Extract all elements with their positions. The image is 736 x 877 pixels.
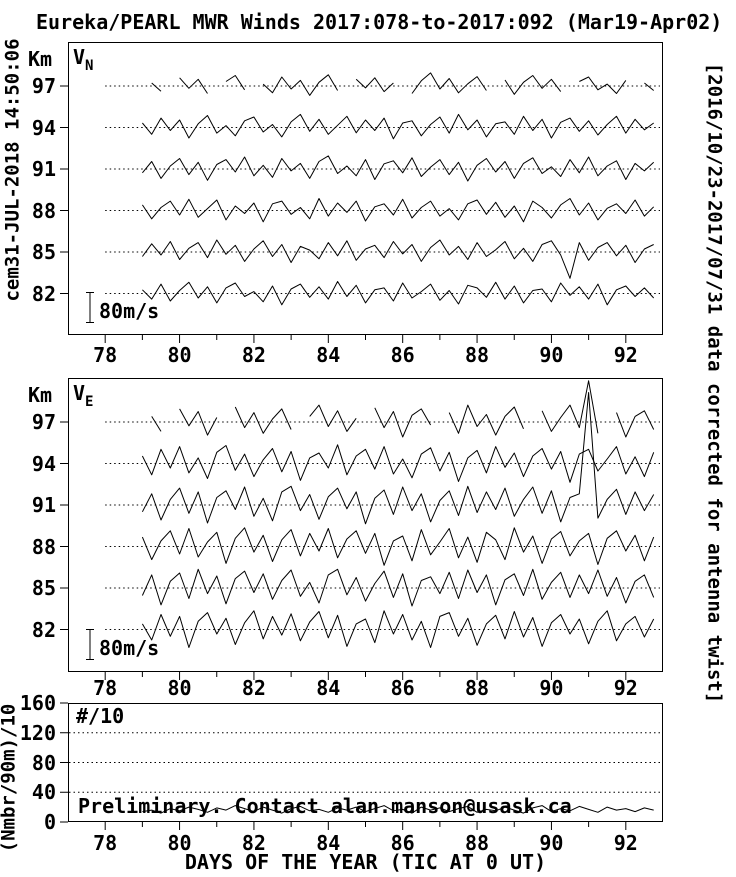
x-tick-label: 92 (613, 343, 638, 367)
ve-82km-line (141, 610, 655, 648)
ve-97km-line (374, 407, 432, 438)
x-tick-label: 86 (390, 831, 415, 855)
x-tick-label: 82 (241, 343, 266, 367)
ve-94km-line (141, 444, 655, 483)
ve-91km-line (141, 392, 655, 525)
altitude-tick-label: 97 (31, 74, 56, 98)
preliminary-annotation: Preliminary. Contact alan.manson@usask.c… (78, 794, 572, 818)
count-ytick-label: 120 (19, 720, 56, 745)
vn-variable-subscript: N (85, 58, 94, 74)
counts-corner-label: #/10 (76, 704, 125, 728)
axis-frame (68, 378, 663, 672)
vn-97km-line (179, 77, 208, 94)
altitude-tick-label: 91 (31, 493, 56, 517)
vn-97km-line (579, 76, 627, 94)
vn-85km-line (141, 239, 654, 279)
x-tick-label: 78 (93, 831, 118, 855)
ve-97km-line (234, 406, 292, 434)
altitude-tick-label: 85 (31, 240, 56, 264)
altitude-tick-label: 94 (31, 451, 56, 476)
ve-panel-plot (60, 378, 663, 680)
vn-91km-line (142, 155, 655, 182)
x-tick-label: 84 (316, 676, 341, 700)
x-tick-label: 92 (613, 676, 638, 700)
vn-88km-line (141, 198, 655, 223)
x-tick-label: 86 (390, 676, 415, 700)
vn-scalebar-label: 80m/s (99, 299, 160, 323)
ve-97km-line (616, 410, 655, 438)
altitude-tick-label: 82 (31, 617, 56, 642)
ve-97km-line (179, 408, 218, 436)
count-ytick-label: 40 (31, 780, 56, 805)
ve-scalebar-label: 80m/s (99, 636, 160, 660)
ve-97km-line (309, 404, 357, 432)
x-tick-label: 80 (167, 831, 192, 855)
x-tick-label: 88 (465, 676, 490, 700)
vn-97km-line (504, 75, 562, 95)
altitude-tick-label: 85 (31, 576, 56, 600)
x-tick-label: 86 (390, 343, 415, 367)
counts-panel-plot (60, 702, 663, 830)
x-tick-label: 84 (316, 831, 341, 855)
count-ytick-label: 160 (19, 691, 56, 715)
x-tick-label: 78 (93, 343, 118, 367)
x-tick-label: 78 (93, 676, 118, 700)
page-title: Eureka/PEARL MWR Winds 2017:078-to-2017:… (36, 10, 723, 34)
altitude-tick-label: 82 (31, 281, 56, 306)
ve-97km-line (448, 404, 524, 436)
x-tick-label: 82 (241, 676, 266, 700)
x-tick-label: 92 (613, 831, 638, 855)
vn-97km-line (151, 82, 162, 92)
axis-frame (68, 703, 663, 822)
vn-97km-line (644, 82, 655, 91)
ve-variable-subscript: E (85, 394, 94, 410)
ve-km-label: Km (28, 383, 53, 407)
altitude-tick-label: 94 (31, 115, 56, 140)
altitude-tick-label: 88 (31, 198, 56, 223)
vn-82km-line (142, 281, 655, 306)
vn-97km-line (355, 77, 394, 93)
vn-94km-line (142, 113, 654, 140)
counts-line (142, 805, 654, 814)
ve-97km-line (151, 416, 162, 432)
x-tick-label: 90 (539, 676, 564, 700)
x-tick-label: 82 (241, 831, 266, 855)
x-tick-label: 80 (167, 676, 192, 700)
x-tick-label: 84 (316, 343, 341, 367)
x-axis-title: DAYS OF THE YEAR (TIC AT 0 UT) (184, 850, 547, 874)
altitude-tick-label: 88 (31, 534, 56, 559)
vn-variable-label: VN (73, 45, 94, 74)
ve-97km-line (541, 380, 599, 434)
correction-note: [2016/10/23-2017/07/31 data corrected fo… (703, 62, 726, 704)
x-tick-label: 88 (465, 831, 490, 855)
vn-97km-line (262, 74, 339, 96)
ve-85km-line (141, 568, 655, 607)
vn-km-label: Km (28, 47, 53, 71)
vn-97km-line (411, 72, 487, 94)
axis-frame (68, 42, 663, 335)
altitude-tick-label: 91 (31, 157, 56, 181)
x-tick-label: 80 (167, 343, 192, 367)
ve-variable-label: VE (73, 381, 94, 410)
altitude-tick-label: 97 (31, 410, 56, 434)
count-ytick-label: 0 (43, 810, 56, 834)
count-ytick-label: 80 (31, 750, 56, 775)
x-tick-label: 90 (539, 831, 564, 855)
x-tick-label: 90 (539, 343, 564, 367)
vn-97km-line (225, 75, 246, 91)
ve-88km-line (141, 527, 655, 566)
x-tick-label: 88 (465, 343, 490, 367)
vn-panel-plot (60, 42, 663, 343)
